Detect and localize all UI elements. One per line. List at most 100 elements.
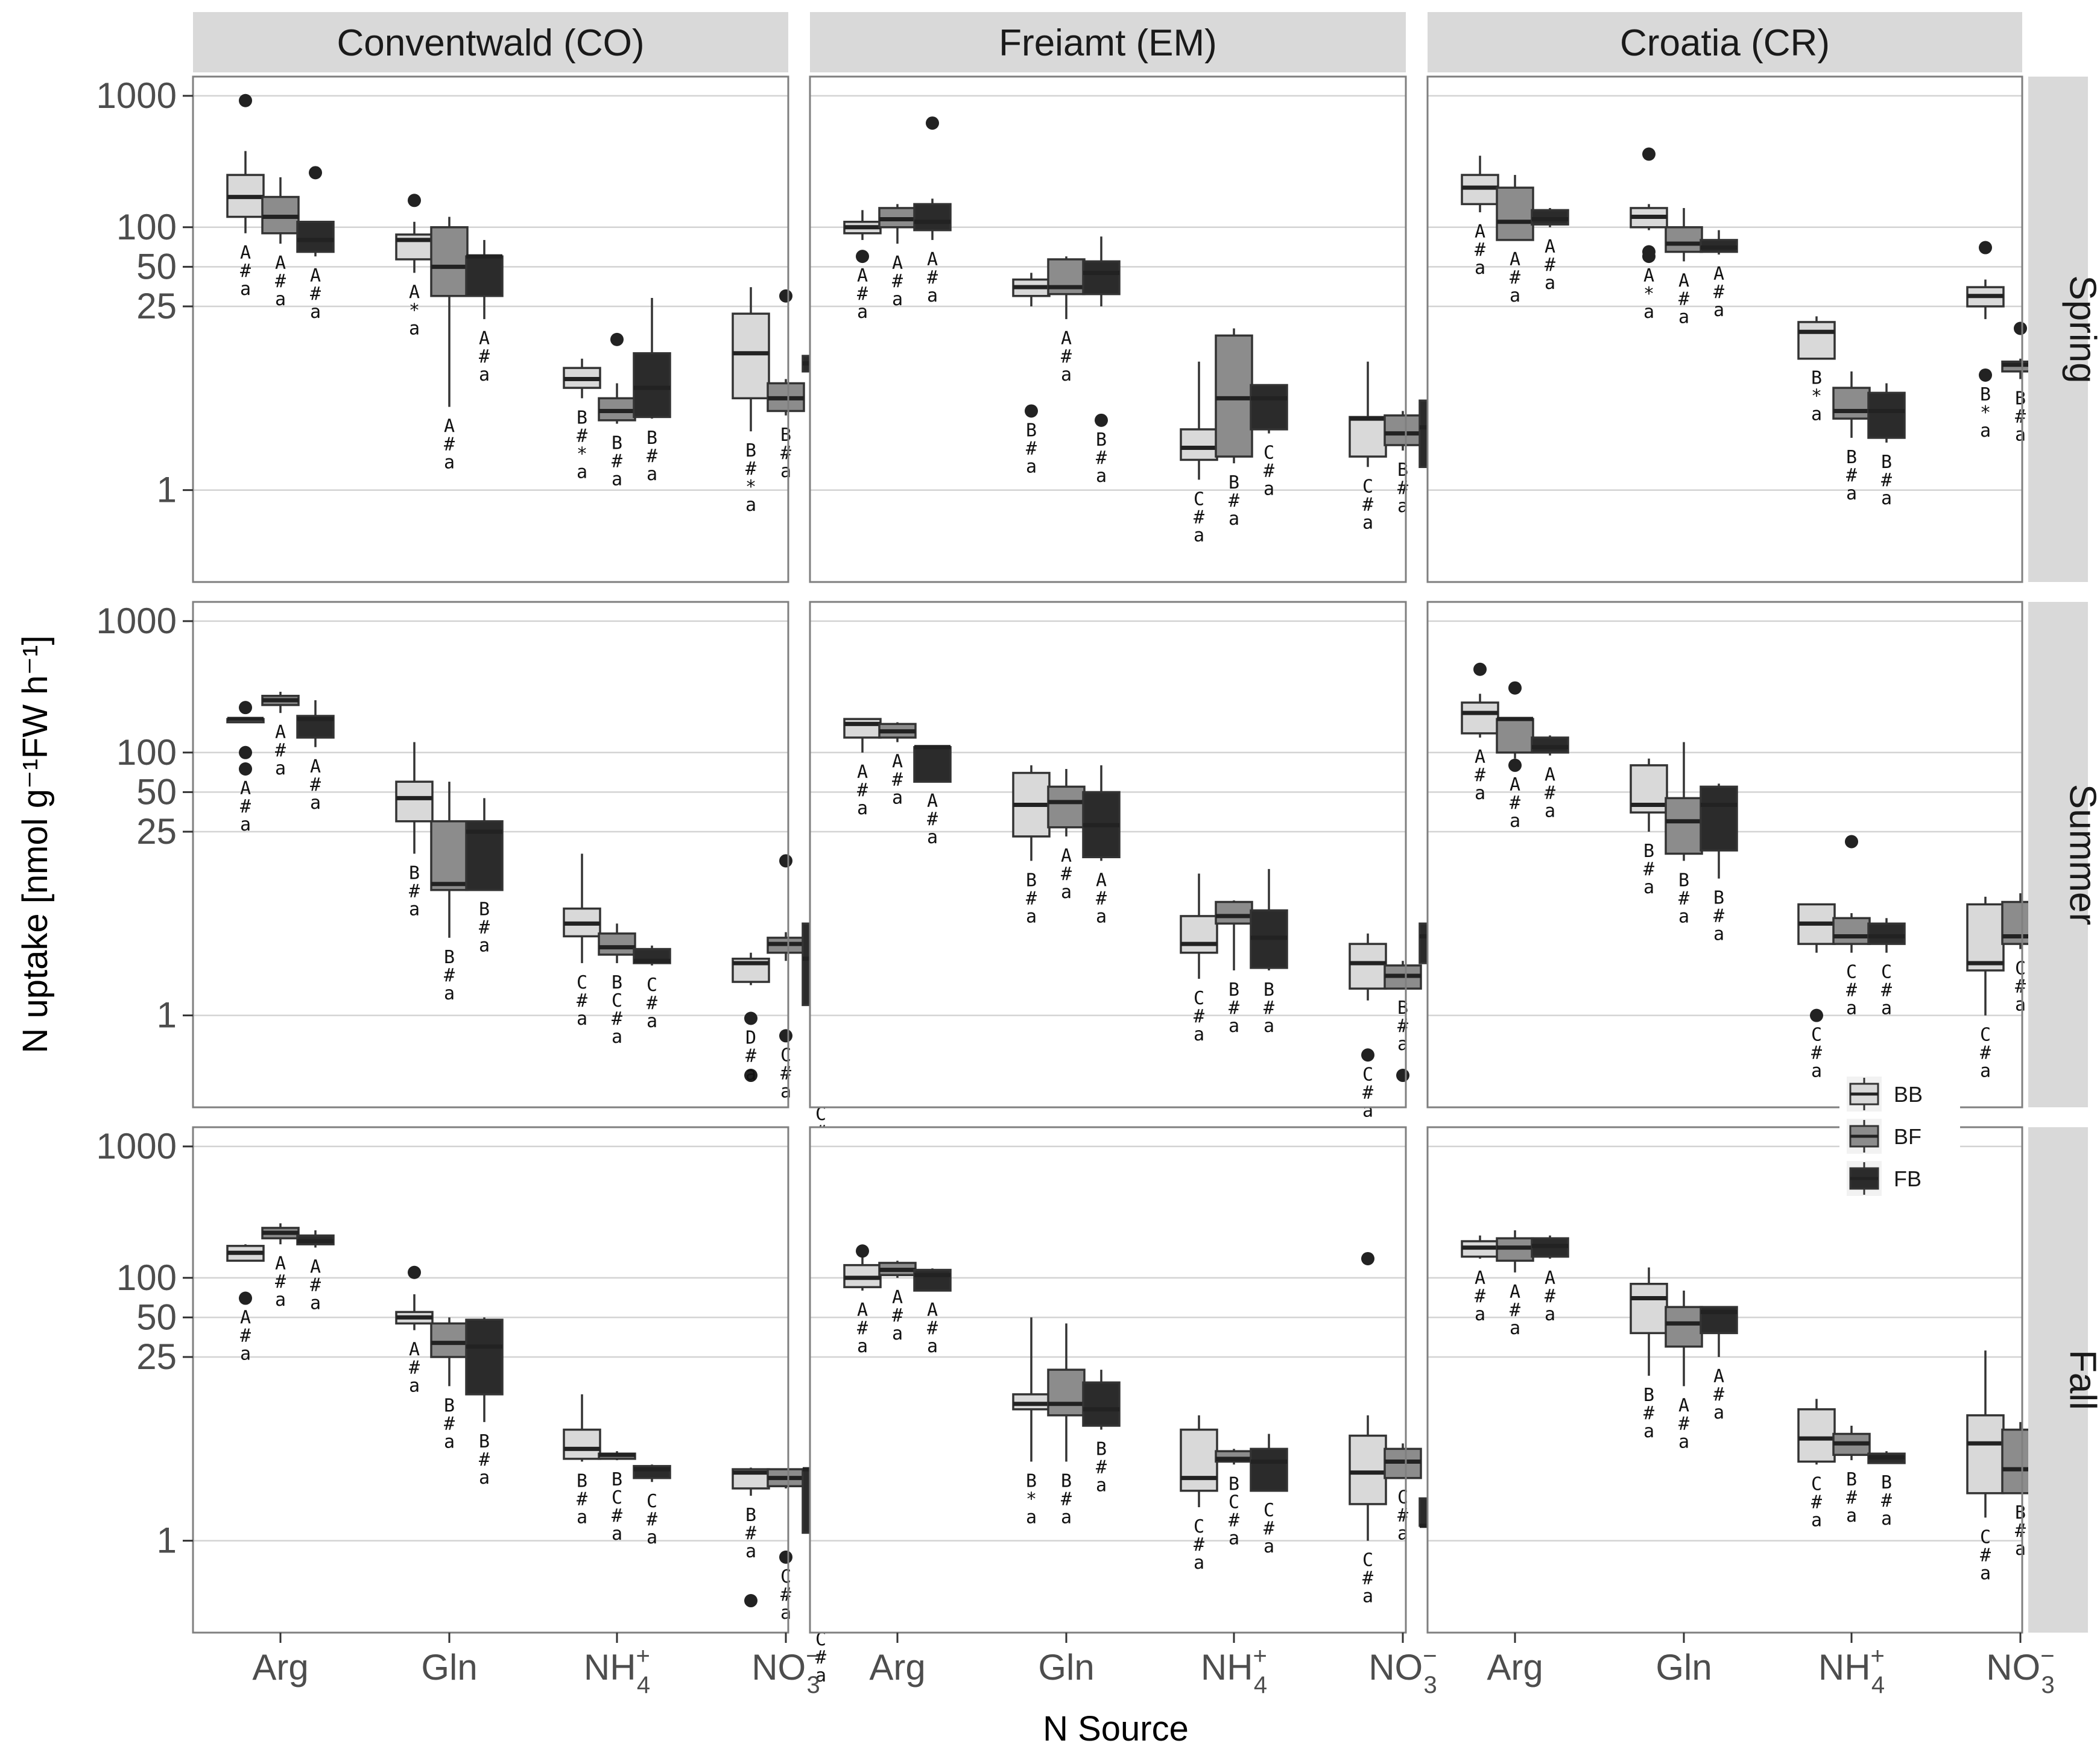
outlier-point (2014, 321, 2027, 335)
significance-letter: B (745, 1505, 756, 1526)
box-gln-bb: A#a (395, 1265, 434, 1397)
y-tick-label: 50 (136, 771, 177, 812)
y-tick-label: 25 (136, 286, 177, 326)
significance-letter: # (1061, 864, 1072, 885)
significance-letter: # (310, 774, 321, 796)
significance-letter: a (857, 302, 868, 323)
x-tick-label: NH+ 4 (1818, 1643, 1885, 1698)
significance-letter: C (1811, 1025, 1822, 1046)
significance-letter: a (409, 318, 420, 339)
panel-border (1426, 601, 2023, 1109)
box-iqr (296, 221, 335, 253)
significance-letter: a (479, 1467, 490, 1488)
significance-letter: # (1362, 494, 1373, 515)
outlier-point (1642, 147, 1656, 161)
significance-letter: # (1678, 288, 1689, 309)
significance-letter: a (1510, 811, 1520, 832)
significance-letter: a (275, 1289, 286, 1311)
significance-letter: # (1811, 1043, 1822, 1064)
significance-letter: a (745, 1064, 756, 1085)
significance-letter: a (780, 1602, 791, 1624)
box-gln-fb: B#a (465, 1317, 504, 1488)
significance-letter: C (815, 1104, 826, 1125)
significance-letter: # (409, 881, 420, 902)
significance-letter: # (1545, 1286, 1555, 1307)
significance-letter: A (1475, 221, 1485, 242)
significance-letter: A (409, 1340, 420, 1361)
box-gln-bf: A#a (1665, 207, 1703, 327)
significance-letter: a (1980, 1563, 1991, 1584)
significance-letter: # (444, 965, 455, 986)
significance-letter: A (1545, 765, 1555, 786)
significance-letter: # (577, 425, 587, 446)
significance-letter: A (1545, 236, 1555, 258)
y-tick-label: 25 (136, 1336, 177, 1377)
significance-letter: A (240, 778, 251, 799)
y-tick-label: 100 (116, 732, 177, 773)
significance-letter: # (1713, 906, 1724, 927)
box-arg-fb: A#a (296, 166, 335, 323)
outlier-point (1508, 758, 1522, 772)
significance-letter: C (577, 972, 587, 993)
significance-letter: # (1475, 239, 1485, 261)
significance-letter: C (1194, 489, 1204, 510)
box-arg-bb: A#a (226, 1244, 265, 1365)
box-iqr (1082, 1381, 1121, 1427)
significance-letter: # (892, 1305, 903, 1326)
significance-letter: # (745, 1523, 756, 1544)
significance-letter: a (1881, 998, 1892, 1019)
box-iqr (1665, 797, 1703, 855)
box-nh-bb: C#a (1180, 361, 1218, 546)
box-arg-bf: A#a (878, 204, 917, 310)
box-arg-bb: A#a (1461, 1235, 1499, 1325)
significance-letter: a (815, 1665, 826, 1686)
significance-letter: # (815, 1647, 826, 1668)
significance-letter: A (927, 1300, 938, 1321)
significance-letter: C (1362, 476, 1373, 497)
x-tick-label: NO− 3 (1986, 1643, 2055, 1698)
outlier-point (1979, 368, 1992, 382)
significance-letter: B (1229, 1473, 1239, 1495)
box-iqr (598, 932, 636, 956)
significance-letter: a (745, 1541, 756, 1562)
significance-letter: a (479, 364, 490, 385)
significance-letter: # (275, 271, 286, 292)
box-gln-bb: B#a (1630, 758, 1668, 898)
box-nh-fb: C#a (1250, 384, 1288, 500)
significance-letter: # (1194, 1534, 1204, 1555)
outlier-point (1642, 245, 1656, 259)
box-gln-fb: A#a (1700, 230, 1738, 321)
outlier-point (779, 854, 792, 868)
significance-letter: # (2015, 1520, 2026, 1542)
box-gln-fb: A#a (465, 239, 504, 385)
box-nh-bf: B#a (1832, 371, 1871, 504)
panel-spring-1: A#aA#aA#aA*aA#aA#aB#*aB#aB#aB#*aB#aAB#a (192, 75, 840, 583)
outlier-point (1845, 835, 1858, 849)
significance-letter: # (857, 1318, 868, 1339)
y-tick-label: 1000 (96, 75, 177, 116)
significance-letter: C (2015, 958, 2026, 979)
significance-letter: * (745, 476, 756, 498)
significance-letter: a (1061, 364, 1072, 385)
significance-letter: B (1643, 841, 1654, 862)
significance-letter: B (1026, 1470, 1037, 1491)
significance-letter: A (927, 791, 938, 812)
significance-letter: # (1096, 448, 1107, 469)
box-arg-bf: A#a (261, 177, 300, 310)
outlier-point (1095, 413, 1108, 427)
significance-letter: B (1096, 429, 1107, 451)
significance-letter: # (1846, 980, 1857, 1001)
significance-letter: B (1713, 888, 1724, 909)
outlier-point (1361, 1251, 1374, 1265)
box-gln-bf: A#a (1047, 256, 1086, 385)
significance-letter: a (1811, 1510, 1822, 1531)
box-arg-fb: A#a (1531, 207, 1569, 294)
significance-letter: C (1263, 1500, 1274, 1521)
box-iqr (732, 312, 770, 400)
outlier-point (239, 701, 252, 715)
panel-background (193, 77, 788, 582)
panel-border (192, 601, 789, 1109)
panel-background (1428, 602, 2022, 1107)
significance-letter: C (1263, 443, 1274, 464)
significance-letter: a (577, 1507, 587, 1528)
